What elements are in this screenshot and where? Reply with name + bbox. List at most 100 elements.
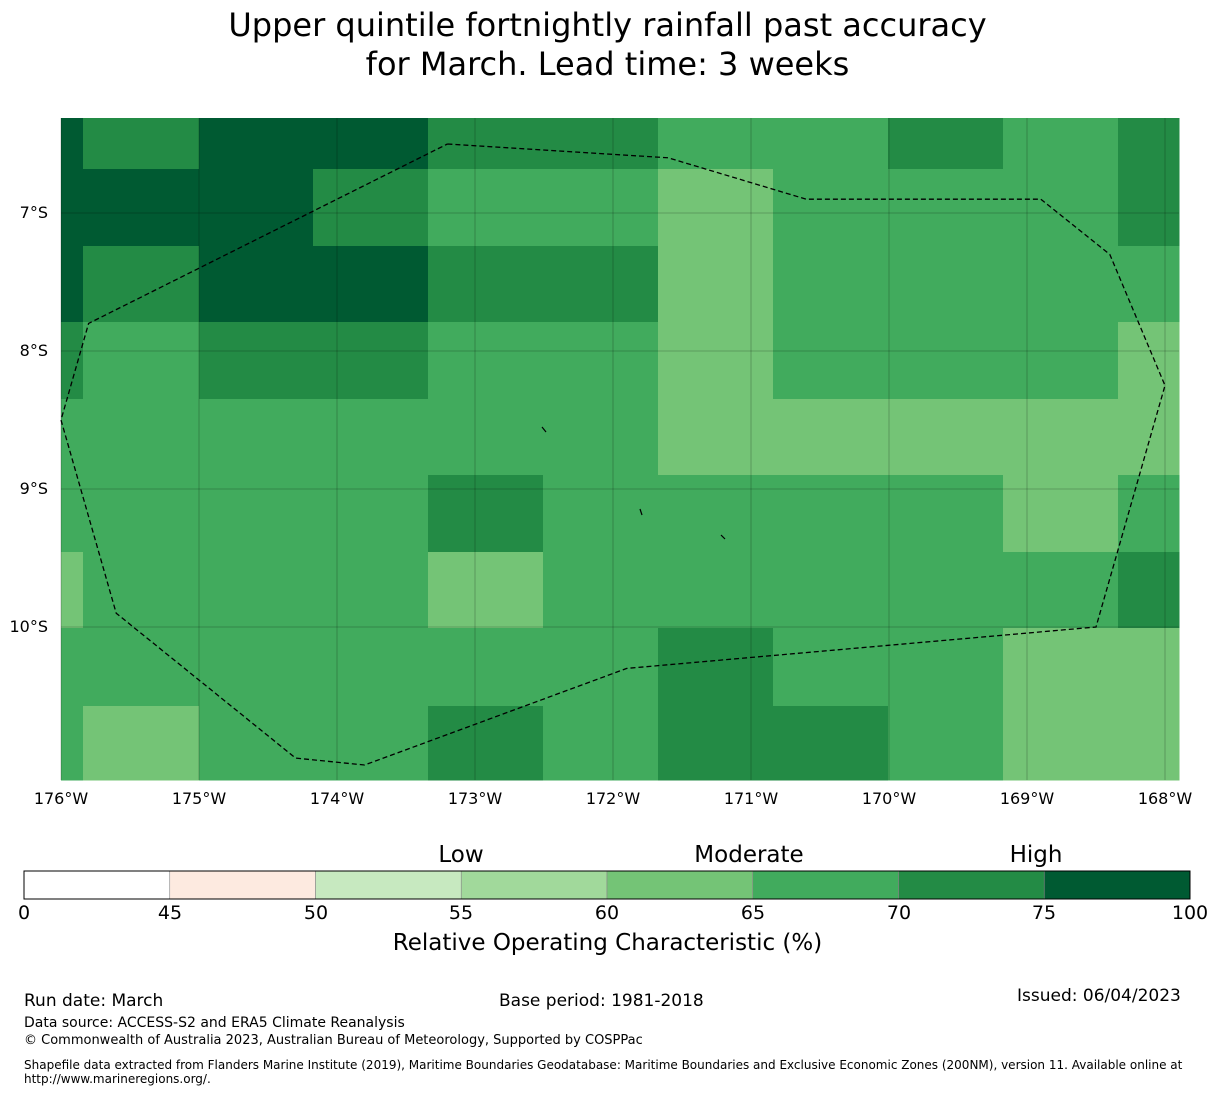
roc-cell [658,169,774,247]
roc-cell [61,475,84,553]
roc-cell [773,169,889,247]
chart-title: Upper quintile fortnightly rainfall past… [0,6,1215,84]
colorbar-tick-50: 50 [303,902,329,924]
roc-cell [83,322,200,400]
roc-cell [199,169,314,247]
roc-cell [83,628,200,707]
colorbar-segment [1043,870,1191,900]
category-moderate: Moderate [694,842,804,868]
lat-label-7s: 7°S [19,203,48,222]
roc-cell [313,552,429,629]
roc-cell [1003,628,1119,707]
shapefile-credit-line-2: http://www.marineregions.org/. [24,1072,211,1086]
shapefile-credit-line-1: Shapefile data extracted from Flanders M… [24,1058,1183,1072]
colorbar-tick-70: 70 [886,902,912,924]
roc-cell [773,552,889,629]
roc-cell [428,628,544,707]
roc-cell [313,322,429,400]
roc-cell [888,118,1004,170]
colorbar-tick-75: 75 [1031,902,1057,924]
roc-cell [83,706,200,781]
roc-cell [888,322,1004,400]
lon-label-169w: 169°W [999,789,1055,808]
roc-cell [773,118,889,170]
roc-cell [1118,475,1180,553]
roc-cell [61,246,84,323]
roc-cell [658,475,774,553]
roc-cell [61,169,84,247]
roc-cell [313,475,429,553]
roc-cell [83,118,200,170]
roc-cell [61,399,84,476]
roc-cell [199,706,314,781]
roc-cell [61,628,84,707]
roc-cell [199,552,314,629]
colorbar-segment [898,870,1045,900]
roc-cell [428,475,544,553]
roc-cell [1003,322,1119,400]
colorbar-segment [606,870,754,900]
lat-label-9s: 9°S [19,479,48,498]
roc-cell [313,706,429,781]
colorbar-tick-0: 0 [17,902,31,924]
data-source: Data source: ACCESS-S2 and ERA5 Climate … [24,1015,405,1031]
colorbar-segment [460,870,608,900]
lon-label-168w: 168°W [1137,789,1193,808]
roc-cell [1118,552,1180,629]
colorbar-label: Relative Operating Characteristic (%) [392,930,823,956]
lon-label-170w: 170°W [861,789,917,808]
colorbar-segment [315,870,462,900]
colorbar-tick-100: 100 [1171,902,1209,924]
roc-cell [658,399,774,476]
colorbar-segment [23,870,171,900]
lon-label-171w: 171°W [723,789,779,808]
island-marks [541,426,726,540]
roc-cell [1003,399,1119,476]
island-mark [541,426,547,433]
roc-cell [658,322,774,400]
roc-cell [773,246,889,323]
title-line-2: for March. Lead time: 3 weeks [365,45,850,83]
roc-cell [773,399,889,476]
lat-label-8s: 8°S [19,341,48,360]
roc-cell [1118,118,1180,170]
roc-cell [658,628,774,707]
title-line-1: Upper quintile fortnightly rainfall past… [228,6,987,44]
roc-cell [1118,399,1180,476]
run-date: Run date: March [24,991,164,1011]
roc-cell [1003,706,1119,781]
roc-cell [61,322,84,400]
roc-cell [1118,322,1180,400]
roc-cell [888,552,1004,629]
colorbar-segment [752,870,899,900]
roc-cell [888,169,1004,247]
roc-cell [61,706,84,781]
roc-cell [1118,706,1180,781]
roc-cell [1118,169,1180,247]
roc-cell [199,246,314,323]
colorbar [23,870,1191,900]
roc-cell [428,552,544,629]
roc-cell [543,399,659,476]
roc-cell [1003,169,1119,247]
roc-cell [428,118,544,170]
roc-cell [313,628,429,707]
roc-cell [1003,552,1119,629]
roc-cell [658,552,774,629]
roc-cell [773,706,889,781]
roc-cell [658,706,774,781]
colorbar-frame [23,870,1191,900]
roc-cell [199,399,314,476]
roc-cell [428,322,544,400]
roc-cell [313,399,429,476]
island-mark [720,534,726,540]
lon-label-175w: 175°W [171,789,227,808]
base-period: Base period: 1981-2018 [499,991,704,1011]
roc-cell [1118,628,1180,707]
colorbar-tick-45: 45 [157,902,183,924]
roc-cell [428,706,544,781]
roc-cell [199,322,314,400]
roc-cell [543,322,659,400]
roc-cell [83,246,200,323]
roc-cell [199,118,314,170]
